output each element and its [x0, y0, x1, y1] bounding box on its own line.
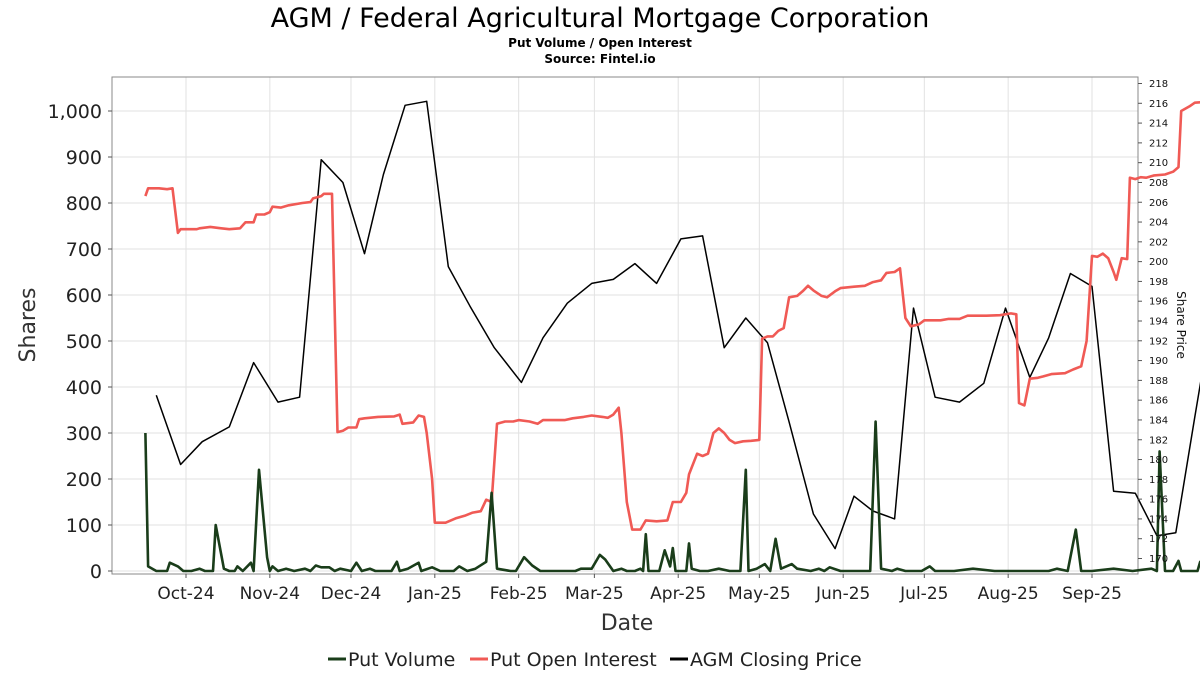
y2-tick-label: 180: [1149, 455, 1168, 466]
legend-label: AGM Closing Price: [690, 649, 862, 671]
y2-tick-label: 216: [1149, 99, 1168, 110]
y-tick-label: 800: [66, 193, 102, 215]
y2-tick-label: 204: [1149, 218, 1168, 229]
x-tick-label: Jul-25: [899, 584, 948, 604]
series-put-volume-line: [144, 420, 1200, 573]
y2-tick-label: 206: [1149, 198, 1168, 209]
x-tick-label: Oct-24: [157, 584, 214, 604]
y2-tick-label: 208: [1149, 178, 1168, 189]
y2-tick-label: 190: [1149, 356, 1168, 367]
plot-frame: [111, 76, 1139, 575]
y2-tick-label: 184: [1149, 415, 1168, 426]
series-layer: [144, 100, 1200, 573]
x-axis-ticks: Oct-24 Nov-24 Dec-24 Jan-25 Feb-25 Mar-25 Apr-…: [157, 574, 1122, 604]
y2-tick-label: 212: [1149, 138, 1168, 149]
y2-tick-label: 202: [1149, 237, 1168, 248]
y-tick-label: 100: [66, 515, 102, 537]
series-put-open-interest-line: [144, 101, 1200, 531]
y2-tick-label: 170: [1149, 554, 1168, 565]
y2-tick-label: 176: [1149, 495, 1168, 506]
y-tick-label: 500: [66, 331, 102, 353]
y-tick-label: 200: [66, 469, 102, 491]
y2-tick-label: 210: [1149, 158, 1168, 169]
x-tick-label: Dec-24: [321, 584, 382, 604]
y-tick-label: 300: [66, 423, 102, 445]
x-tick-label: May-25: [728, 584, 791, 604]
y-tick-label: 1,000: [48, 101, 102, 123]
x-tick-label: Jan-25: [407, 584, 462, 604]
x-tick-label: Feb-25: [490, 584, 548, 604]
y2-tick-label: 214: [1149, 119, 1168, 130]
chart-title: AGM / Federal Agricultural Mortgage Corp…: [271, 3, 930, 34]
y2-tick-label: 186: [1149, 396, 1168, 407]
y2-tick-label: 218: [1149, 79, 1168, 90]
y2-tick-label: 200: [1149, 257, 1168, 268]
legend-label: Put Volume: [348, 649, 455, 671]
chart-source: Source: Fintel.io: [544, 52, 655, 66]
y2-tick-label: 196: [1149, 297, 1168, 308]
y2-tick-label: 192: [1149, 336, 1168, 347]
y2-tick-label: 198: [1149, 277, 1168, 288]
x-axis-label: Date: [601, 611, 654, 636]
y2-tick-label: 178: [1149, 475, 1168, 486]
y2-tick-label: 174: [1149, 514, 1168, 525]
series-closing-price-line: [155, 100, 1200, 550]
legend: Put Volume Put Open Interest AGM Closing P…: [328, 649, 862, 671]
left-axis-ticks: 0 100 200 300 400 500 600 700 800 900 1,000: [48, 101, 112, 583]
y2-tick-label: 172: [1149, 534, 1168, 545]
x-tick-label: Sep-25: [1062, 584, 1122, 604]
y2-axis-label: Share Price: [1174, 291, 1188, 359]
chart-subtitle: Put Volume / Open Interest: [508, 36, 692, 50]
x-tick-label: Aug-25: [978, 584, 1039, 604]
y-tick-label: 600: [66, 285, 102, 307]
x-tick-label: Mar-25: [565, 584, 624, 604]
y-tick-label: 700: [66, 239, 102, 261]
x-tick-label: Nov-24: [240, 584, 301, 604]
x-tick-label: Jun-25: [815, 584, 870, 604]
y-tick-label: 400: [66, 377, 102, 399]
y2-tick-label: 194: [1149, 317, 1168, 328]
right-axis-ticks: 170 172 174 176 178 180 182 184 186 188 190 192 194 1…: [1138, 79, 1168, 565]
y-tick-label: 0: [90, 561, 102, 583]
y-tick-label: 900: [66, 147, 102, 169]
y2-tick-label: 188: [1149, 376, 1168, 387]
gridlines: [112, 77, 1138, 574]
x-tick-label: Apr-25: [650, 584, 706, 604]
y2-tick-label: 182: [1149, 435, 1168, 446]
legend-label: Put Open Interest: [490, 649, 657, 671]
y-axis-label: Shares: [16, 288, 41, 363]
